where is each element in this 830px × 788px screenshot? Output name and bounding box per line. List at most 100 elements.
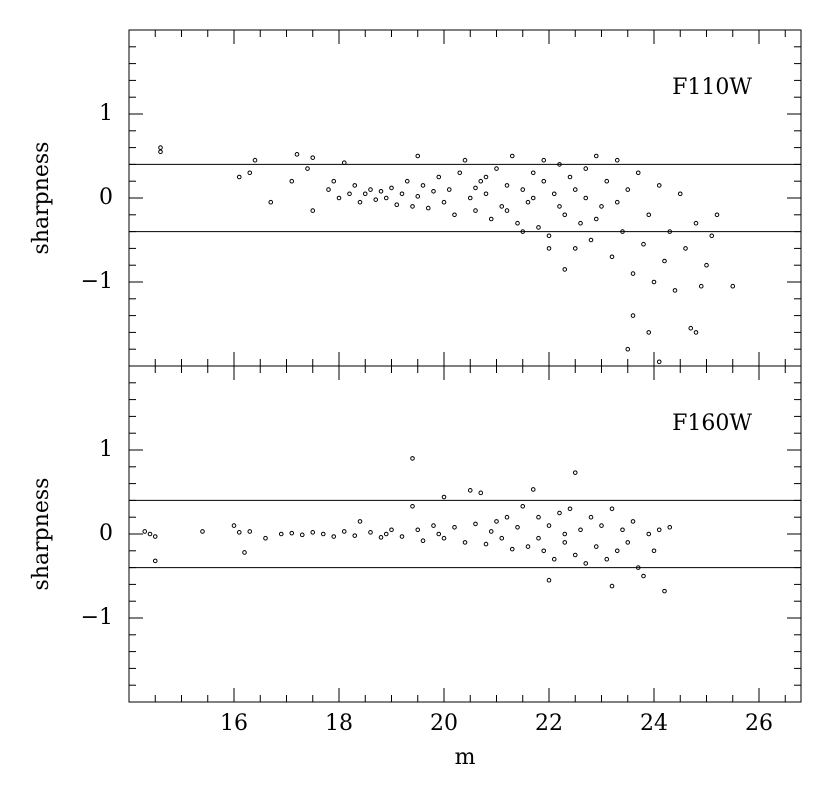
data-point — [704, 262, 709, 268]
data-point — [389, 527, 394, 533]
data-point — [599, 204, 604, 209]
data-point — [593, 216, 599, 222]
data-point — [410, 456, 415, 461]
data-point — [152, 558, 158, 564]
data-point — [294, 152, 300, 157]
data-point — [567, 174, 573, 180]
data-point — [436, 531, 442, 537]
data-point — [541, 157, 547, 163]
data-point — [357, 519, 363, 524]
data-point — [651, 279, 657, 285]
data-point — [494, 519, 499, 524]
data-point — [326, 187, 331, 192]
data-point — [709, 233, 715, 239]
data-point — [609, 506, 615, 512]
data-point — [389, 185, 394, 191]
data-point — [289, 178, 295, 184]
data-point — [236, 174, 242, 180]
data-point — [588, 237, 594, 243]
data-point — [572, 246, 578, 251]
data-point — [462, 157, 468, 163]
data-point — [536, 535, 541, 541]
data-point — [478, 178, 484, 184]
data-point — [546, 523, 552, 528]
data-point — [646, 531, 652, 537]
data-point — [609, 254, 615, 260]
data-point — [530, 195, 536, 201]
data-point — [236, 530, 242, 535]
data-point — [494, 166, 499, 171]
data-point — [383, 531, 389, 537]
data-point — [635, 170, 641, 176]
data-point — [693, 330, 699, 335]
data-point — [289, 530, 295, 536]
data-point — [625, 187, 631, 192]
data-point — [373, 197, 379, 202]
data-point — [441, 494, 447, 500]
data-point — [620, 229, 625, 234]
data-point — [509, 153, 515, 159]
y-tick-label: 0 — [99, 185, 113, 210]
y-tick-label: 1 — [99, 437, 113, 462]
data-point — [683, 246, 688, 251]
data-point — [536, 514, 541, 520]
data-point — [557, 162, 562, 167]
data-point — [420, 183, 426, 188]
data-point — [252, 157, 258, 163]
y-tick-label: 1 — [99, 101, 113, 126]
data-point — [310, 208, 316, 213]
data-point — [158, 145, 163, 150]
data-point — [614, 548, 620, 554]
data-point — [320, 531, 326, 537]
data-point — [142, 529, 148, 534]
data-point — [362, 191, 368, 197]
data-point — [347, 191, 352, 197]
x-tick-label: 16 — [220, 711, 248, 736]
data-point — [541, 548, 547, 554]
data-point — [593, 153, 599, 159]
data-point — [572, 470, 578, 475]
x-tick-label: 22 — [535, 711, 563, 736]
data-point — [231, 523, 237, 528]
data-point — [667, 229, 673, 234]
data-point — [688, 325, 694, 331]
data-point — [504, 514, 510, 520]
data-point — [714, 212, 720, 218]
y-tick-label: −1 — [81, 269, 113, 294]
data-point — [572, 187, 578, 192]
data-point — [530, 487, 536, 492]
data-point — [625, 540, 631, 545]
data-point — [441, 199, 447, 205]
data-point — [341, 160, 347, 166]
data-point — [452, 524, 457, 530]
data-point — [551, 191, 557, 197]
data-point — [525, 199, 531, 205]
data-point — [604, 178, 610, 184]
data-point — [158, 149, 163, 155]
data-point — [630, 519, 636, 524]
data-point — [341, 529, 347, 534]
data-point — [499, 535, 505, 541]
data-point — [473, 185, 478, 191]
data-point — [399, 534, 405, 539]
data-point — [410, 503, 415, 509]
data-point — [672, 288, 678, 293]
data-point — [299, 532, 305, 538]
data-point — [630, 271, 636, 276]
data-point — [646, 330, 652, 335]
data-point — [425, 205, 431, 211]
data-point — [383, 195, 389, 201]
data-point — [483, 174, 489, 180]
data-point — [641, 241, 646, 247]
data-point — [431, 188, 436, 194]
data-point — [441, 535, 447, 541]
data-point — [462, 540, 468, 545]
data-point — [467, 195, 473, 201]
data-point — [562, 540, 568, 545]
data-point — [536, 225, 541, 230]
data-point — [551, 556, 557, 562]
data-point — [488, 529, 494, 534]
data-point — [247, 529, 253, 534]
data-point — [452, 212, 457, 218]
data-point — [515, 524, 520, 530]
